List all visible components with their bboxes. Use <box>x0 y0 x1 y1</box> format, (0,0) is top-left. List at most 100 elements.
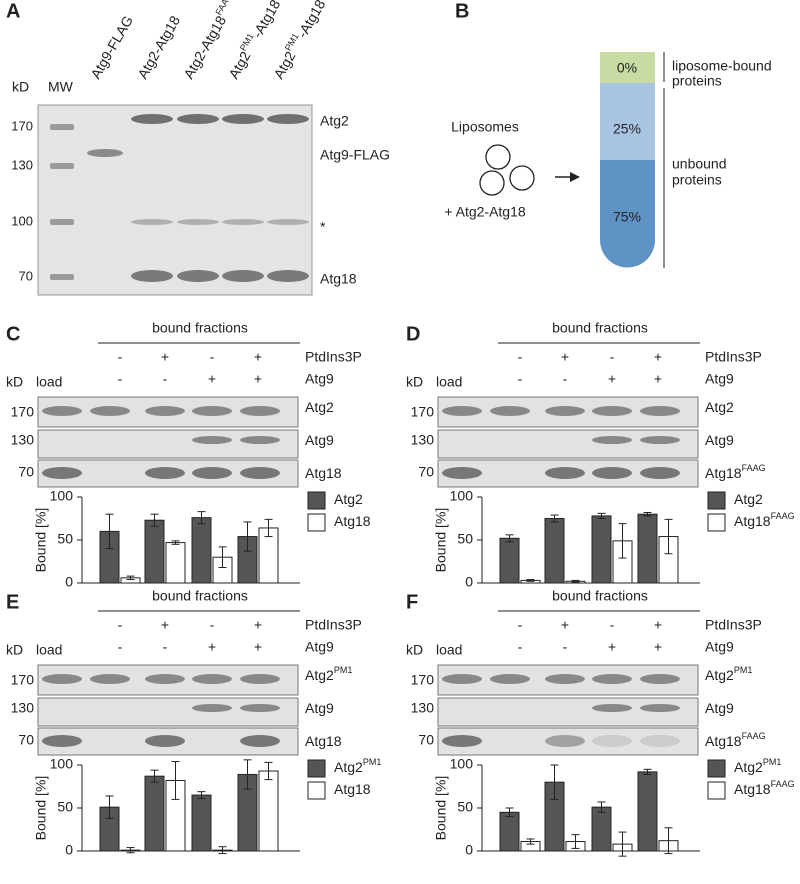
legend-label: Atg2 <box>734 491 763 507</box>
condition-sign: + <box>654 617 662 633</box>
liposome <box>485 144 511 170</box>
band <box>131 270 173 282</box>
band <box>267 270 309 282</box>
condition-sign: - <box>518 617 523 633</box>
load-label: load <box>36 642 62 658</box>
band-label-part: Atg9 <box>705 432 734 448</box>
liposome <box>509 165 535 191</box>
panel-letter: C <box>6 323 20 345</box>
condition-sign: - <box>163 639 168 655</box>
legend-label: Atg2PM1 <box>734 757 781 774</box>
band-label-part: PM1 <box>734 665 753 675</box>
band <box>545 674 585 684</box>
legend-swatch <box>707 781 726 800</box>
condition-sign: - <box>610 349 615 365</box>
liposomes-label: Liposomes <box>451 119 519 135</box>
legend-swatch <box>707 491 726 510</box>
bar <box>591 806 612 852</box>
arrow-head <box>570 172 580 182</box>
band <box>177 114 219 124</box>
band <box>90 406 130 416</box>
bar <box>165 542 186 584</box>
band <box>592 735 632 747</box>
band <box>87 149 123 157</box>
band-label: * <box>320 219 326 235</box>
legend-name: Atg18 <box>734 513 771 529</box>
row-label: PtdIns3P <box>305 349 362 365</box>
lane-label: Atg9-FLAG <box>87 13 136 82</box>
legend-swatch <box>707 513 726 532</box>
fraction-label: 25% <box>613 121 641 137</box>
tube-bottom <box>600 160 655 268</box>
band <box>640 406 680 416</box>
bound-fractions: bound fractions <box>152 320 248 336</box>
band <box>90 674 130 684</box>
condition-sign: - <box>210 617 215 633</box>
y-tick-label: 100 <box>50 756 74 772</box>
legend-label: Atg18FAAG <box>734 511 795 528</box>
band-label-part: FAAG <box>742 463 766 473</box>
legend-label: Atg2 <box>334 491 363 507</box>
y-tick-label: 0 <box>65 842 73 858</box>
condition-sign: + <box>654 639 662 655</box>
marker-label: 70 <box>418 464 434 480</box>
marker-label: 130 <box>11 432 35 448</box>
band-label-part: Atg9 <box>305 700 334 716</box>
band <box>145 406 185 416</box>
bar <box>591 515 612 584</box>
condition-sign: + <box>208 639 216 655</box>
condition-sign: - <box>518 349 523 365</box>
legend-sup: PM1 <box>363 757 382 767</box>
condition-sign: + <box>654 349 662 365</box>
lane-label-part: -Atg18 <box>294 0 329 40</box>
legend-swatch <box>307 491 326 510</box>
marker-band <box>50 274 74 280</box>
legend-label: Atg2PM1 <box>334 757 381 774</box>
y-tick-label: 50 <box>457 531 473 547</box>
band <box>192 436 232 444</box>
bar <box>499 537 520 584</box>
band <box>640 674 680 684</box>
band-label-part: Atg2 <box>305 399 334 415</box>
gel-strip <box>437 429 699 459</box>
protein-label: + Atg2-Atg18 <box>444 204 526 220</box>
bar <box>544 518 565 584</box>
condition-sign: - <box>118 639 123 655</box>
panel-letter: B <box>455 0 469 22</box>
band-label-part: PM1 <box>334 665 353 675</box>
band <box>545 735 585 747</box>
legend-label: Atg18 <box>334 781 371 797</box>
marker-label: 70 <box>418 732 434 748</box>
condition-sign: - <box>518 371 523 387</box>
band-label-part: Atg2 <box>705 399 734 415</box>
band <box>545 467 585 479</box>
condition-sign: - <box>118 371 123 387</box>
band <box>490 406 530 416</box>
bound-fractions: bound fractions <box>552 588 648 604</box>
bar <box>637 771 658 852</box>
marker-label: 170 <box>11 672 35 688</box>
lane-label: Atg2-Atg18 <box>134 13 183 82</box>
band-label-part: Atg18 <box>305 465 342 481</box>
marker-label: 70 <box>18 464 34 480</box>
y-tick-label: 50 <box>57 531 73 547</box>
band <box>177 219 219 225</box>
legend-name: Atg2 <box>734 759 763 775</box>
tube-top <box>600 52 655 83</box>
band <box>545 406 585 416</box>
row-label: PtdIns3P <box>305 617 362 633</box>
condition-sign: + <box>254 617 262 633</box>
lane-label-part: -Atg18 <box>249 0 284 40</box>
band-label: Atg2PM1 <box>705 665 752 682</box>
band <box>640 436 680 444</box>
y-axis-label: Bound [%] <box>33 508 49 573</box>
condition-sign: + <box>161 349 169 365</box>
bar <box>258 770 279 852</box>
y-tick-label: 100 <box>450 756 474 772</box>
band <box>267 114 309 124</box>
condition-sign: + <box>608 371 616 387</box>
marker-band <box>50 219 74 225</box>
y-tick-label: 100 <box>50 488 74 504</box>
marker-label: 100 <box>11 213 33 228</box>
band <box>222 219 264 225</box>
